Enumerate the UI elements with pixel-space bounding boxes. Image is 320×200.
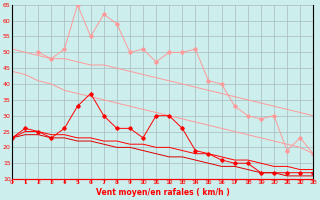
X-axis label: Vent moyen/en rafales ( km/h ): Vent moyen/en rafales ( km/h ) xyxy=(96,188,229,197)
